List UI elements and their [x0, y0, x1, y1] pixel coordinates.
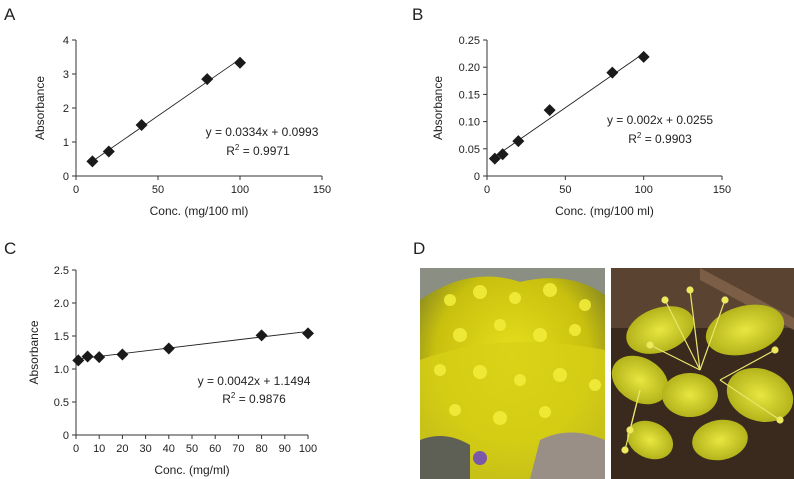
panel-a-label: A: [4, 5, 16, 24]
panel-c-x-axis-label: Conc. (mg/ml): [154, 463, 229, 477]
panel-a-y-tick-label: 4: [63, 35, 69, 47]
panel-a-r-squared: R2 = 0.9971: [226, 143, 290, 158]
panel-a-data-point: [201, 73, 214, 86]
panel-c-data-point: [93, 351, 106, 364]
panel-a: A 0 1 2 3 4 0 50 100 150 Absorbance Conc. (mg/100 m…: [4, 5, 331, 218]
panel-b-x-axis-label: Conc. (mg/100 ml): [555, 204, 654, 218]
panel-b-y-tick-label: 0.05: [459, 144, 480, 156]
panel-a-y-axis-label: Absorbance: [33, 76, 47, 140]
panel-d-label: D: [413, 239, 425, 258]
panel-c-label: C: [4, 239, 16, 258]
panel-c-y-tick-label: 1.0: [54, 364, 69, 376]
panel-b-data-point: [488, 152, 501, 165]
panel-b-data-point: [512, 135, 525, 148]
panel-b-y-tick-label: 0.20: [459, 62, 480, 74]
panel-c-y-tick-label: 2.5: [54, 265, 69, 277]
panel-c-data-point: [255, 329, 268, 342]
panel-b-r-squared: R2 = 0.9903: [628, 131, 692, 146]
panel-a-y-tick-label: 1: [63, 137, 69, 149]
panel-a-data-point: [135, 119, 148, 131]
panel-a-y-tick-label: 2: [63, 103, 69, 115]
panel-c-data-point: [116, 348, 129, 361]
panel-a-fit-line: [92, 58, 241, 162]
panel-a-y-tick-label: 3: [63, 69, 69, 81]
panel-a-x-axis-label: Conc. (mg/100 ml): [150, 204, 249, 218]
panel-c-x-tick-label: 60: [209, 443, 221, 455]
panel-c-data-point: [72, 354, 85, 367]
panel-c-fit-line: [75, 330, 309, 360]
panel-a-x-tick-label: 0: [73, 184, 79, 196]
panel-c-x-tick-label: 0: [73, 443, 79, 455]
panel-c-x-tick-label: 100: [299, 443, 317, 455]
panel-c-x-tick-label: 50: [186, 443, 198, 455]
panel-c-data-point: [162, 342, 175, 355]
panel-a-data-point: [234, 56, 246, 69]
panel-b-y-tick-label: 0.10: [459, 117, 480, 129]
panel-c-y-tick-label: 2.0: [54, 298, 69, 310]
panel-c-y-tick-label: 0: [63, 430, 69, 442]
flower-closeup-photo: [611, 268, 794, 479]
panel-c-x-tick-label: 40: [163, 443, 175, 455]
panel-b-x-tick-label: 0: [484, 184, 490, 196]
panel-b: B 0 0.05 0.10 0.15 0.20 0.25 0 50 100 150 Absorbanc…: [412, 5, 731, 218]
panel-a-data-point: [86, 155, 99, 168]
panel-b-y-tick-label: 0.15: [459, 89, 480, 101]
panel-c-x-tick-label: 70: [232, 443, 244, 455]
panel-c-x-tick-label: 20: [116, 443, 128, 455]
panel-b-data-point: [606, 66, 619, 79]
panel-c-data-point: [302, 327, 314, 340]
panel-b-equation: y = 0.002x + 0.0255: [607, 113, 713, 127]
panel-a-x-tick-label: 100: [231, 184, 249, 196]
panel-b-y-axis-label: Absorbance: [431, 76, 445, 140]
panel-b-y-tick-label: 0.25: [459, 35, 480, 47]
panel-c-r-squared: R2 = 0.9876: [222, 391, 286, 406]
panel-a-y-tick-label: 0: [63, 171, 69, 183]
panel-c-y-tick-label: 0.5: [54, 397, 69, 409]
panel-c-y-tick-label: 1.5: [54, 331, 69, 343]
panel-c-x-tick-label: 80: [255, 443, 267, 455]
panel-b-y-tick-label: 0: [474, 171, 480, 183]
panel-a-x-tick-label: 50: [152, 184, 164, 196]
panel-b-x-tick-label: 150: [713, 184, 731, 196]
panel-b-data-point: [637, 50, 650, 63]
panel-a-equation: y = 0.0334x + 0.0993: [206, 125, 319, 139]
panel-b-label: B: [412, 5, 423, 24]
panel-a-data-point: [102, 145, 115, 158]
panel-a-x-tick-label: 150: [313, 184, 331, 196]
panel-b-data-point: [543, 104, 556, 117]
panel-d: D: [413, 239, 794, 479]
panel-c-equation: y = 0.0042x + 1.1494: [198, 374, 311, 388]
panel-c-x-tick-label: 10: [93, 443, 105, 455]
panel-b-x-tick-label: 100: [634, 184, 652, 196]
panel-c: C 0 0.5 1.0 1.5 2.0 2.5 0 10 20 30 40 50 60 70 80 90 100 A…: [4, 239, 317, 477]
panel-b-data-point: [496, 148, 509, 161]
panel-c-x-tick-label: 30: [139, 443, 151, 455]
panel-c-x-tick-label: 90: [279, 443, 291, 455]
panel-b-x-tick-label: 50: [559, 184, 571, 196]
panel-c-y-axis-label: Absorbance: [27, 320, 41, 384]
shrub-in-bloom-photo: [420, 268, 605, 479]
panel-c-data-point: [81, 350, 94, 363]
